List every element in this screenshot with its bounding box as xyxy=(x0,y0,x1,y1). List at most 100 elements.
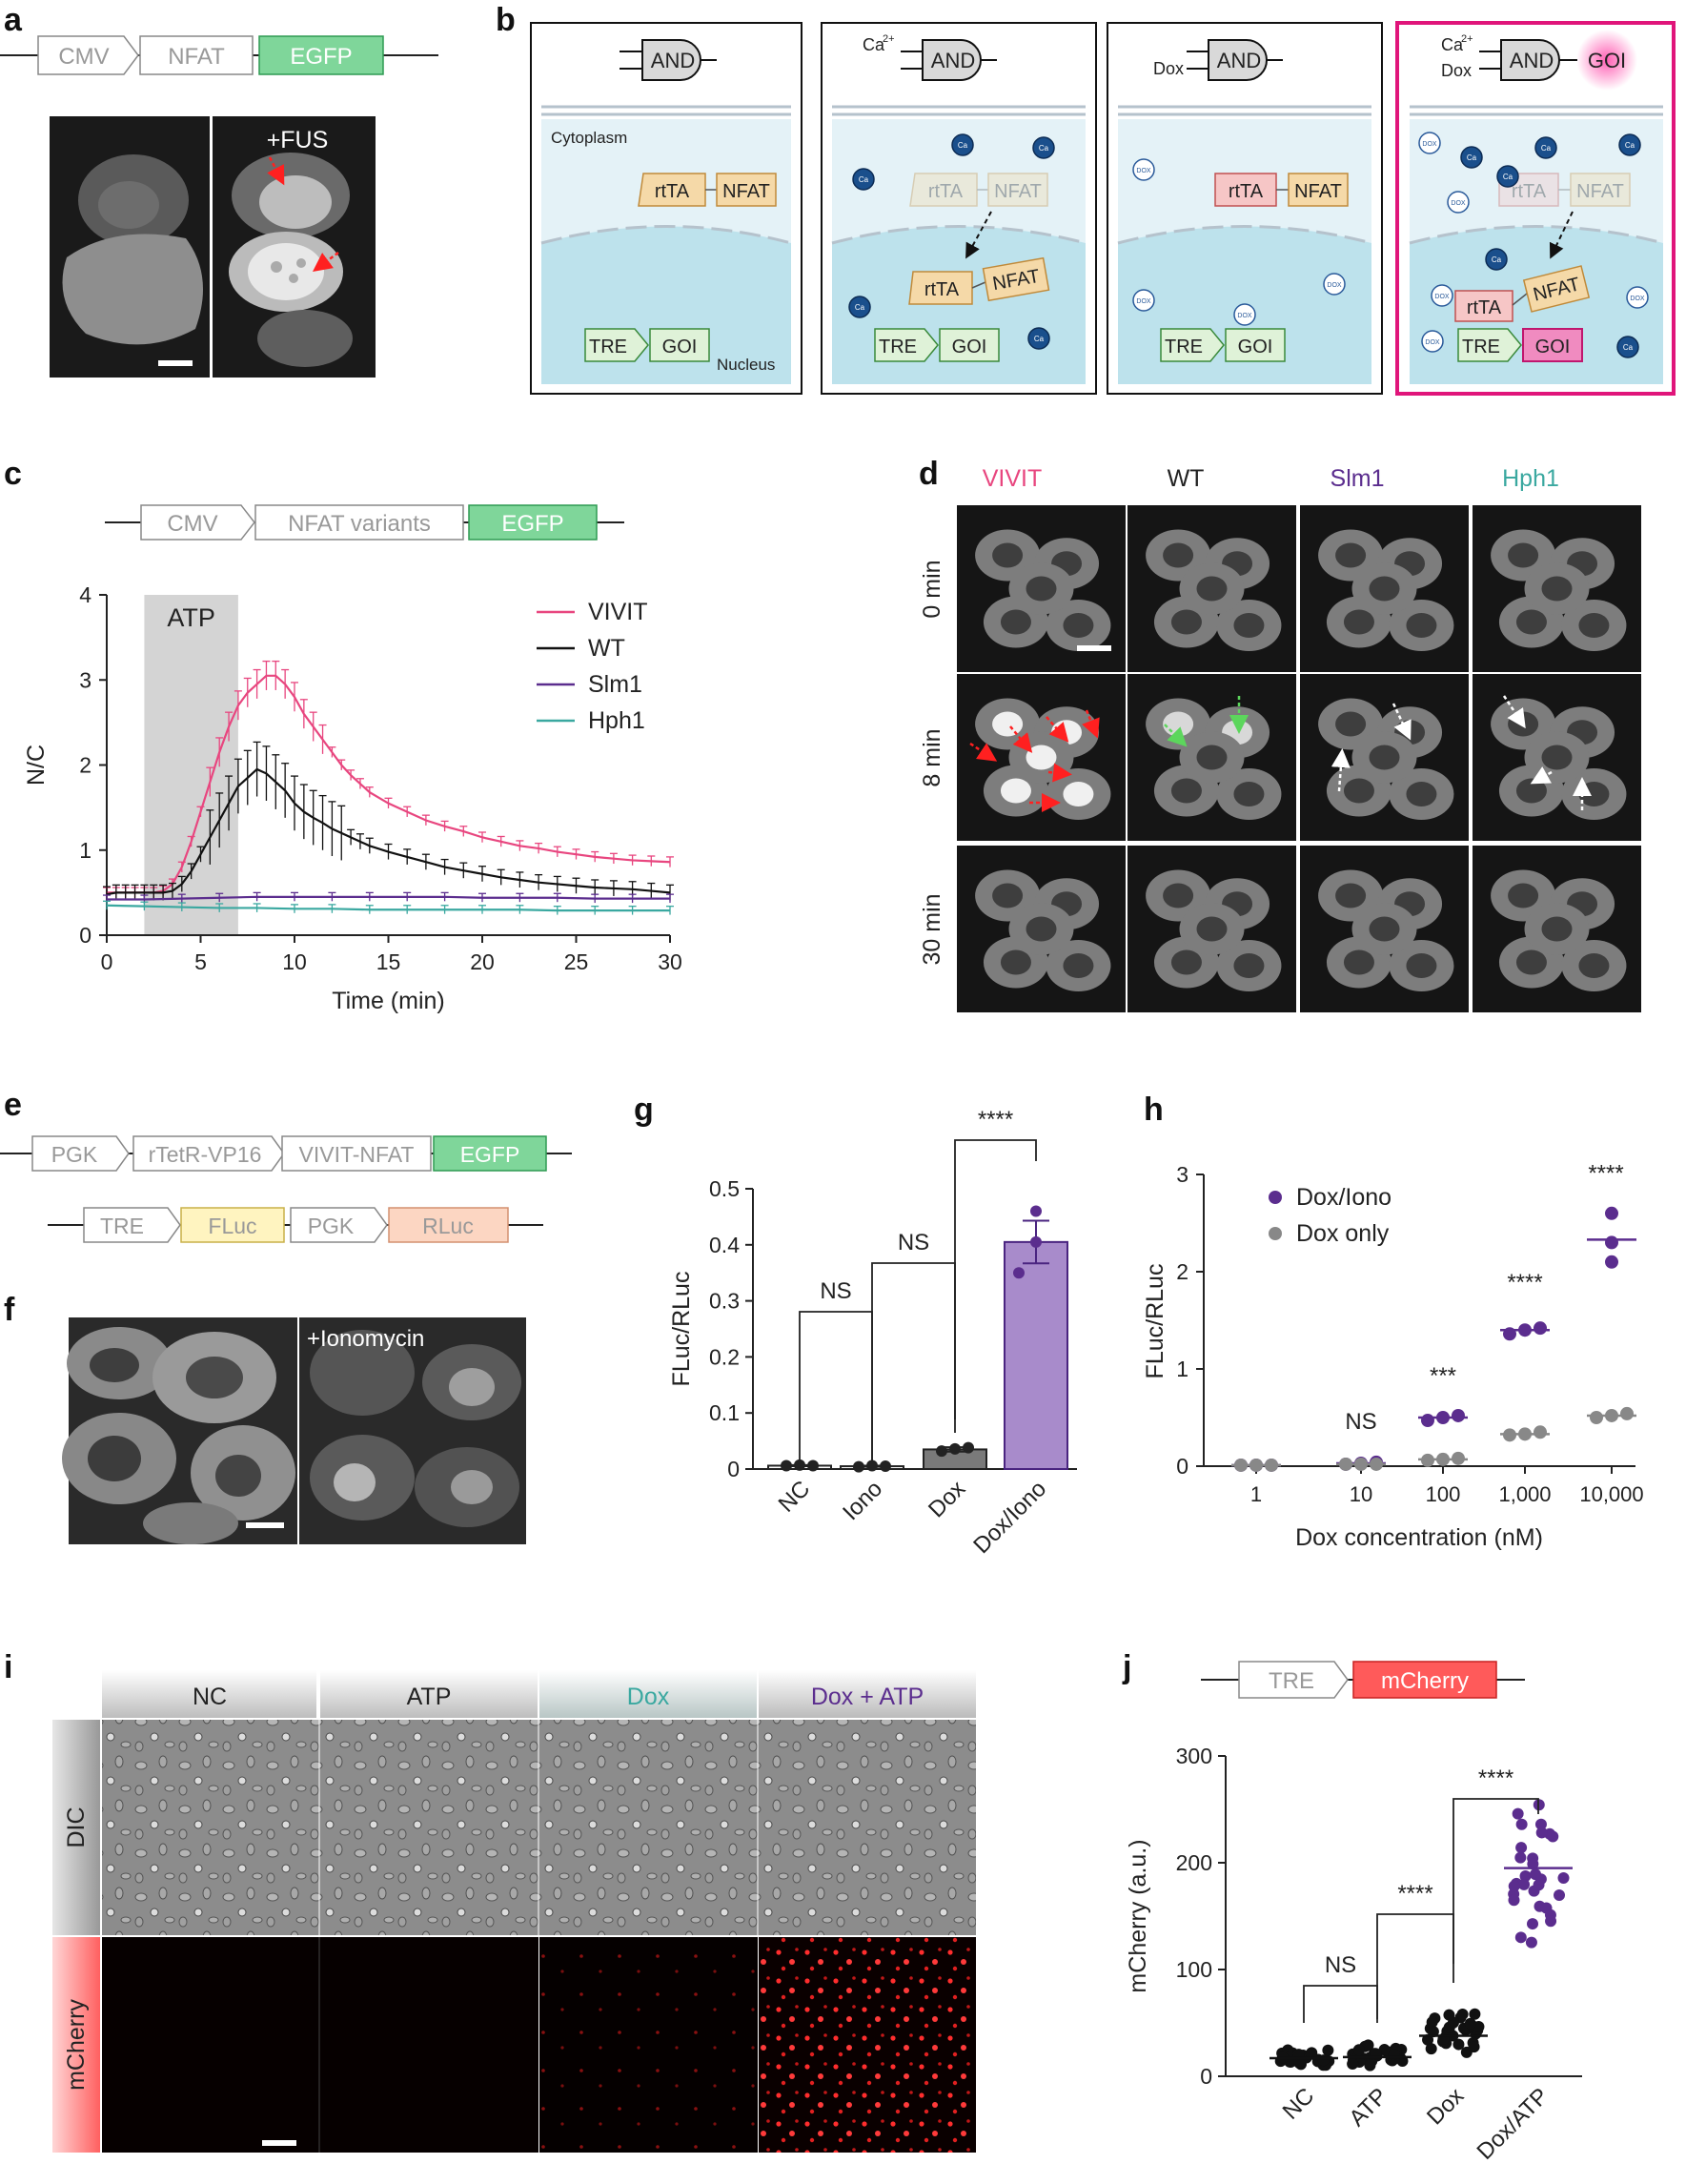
i-row-dic: DIC xyxy=(63,1806,90,1847)
svg-text:mCherry: mCherry xyxy=(1381,1668,1469,1694)
j-point-3-27 xyxy=(1512,1807,1524,1820)
h-point-0-4-2 xyxy=(1605,1206,1618,1220)
dox-molecule-label-5: DOX xyxy=(1451,200,1466,207)
svg-text:TRE: TRE xyxy=(1269,1668,1314,1694)
h-point-0-4-0 xyxy=(1605,1255,1618,1269)
construct-a-nfat: NFAT xyxy=(168,44,225,70)
atp-stim-shade xyxy=(144,595,238,935)
svg-text:AND: AND xyxy=(931,49,975,72)
d-nucleus-1-0-3 xyxy=(1063,782,1094,806)
svg-text:RLuc: RLuc xyxy=(422,1214,474,1238)
d-nucleus-2-3-0 xyxy=(1508,883,1539,908)
dox-molecule-6 xyxy=(1421,330,1444,353)
cmv-promoter-box xyxy=(37,35,139,75)
j-sig-bracket-1 xyxy=(1376,1913,1454,2019)
h-point-0-4-1 xyxy=(1605,1235,1618,1250)
dox-molecule-8 xyxy=(1626,286,1649,309)
j-sig-label-2: **** xyxy=(1478,1766,1513,1791)
j-point-1-15 xyxy=(1364,2059,1376,2072)
calcium-ion-label-6: Ca xyxy=(1541,144,1552,153)
h-point-0-2-2 xyxy=(1452,1408,1465,1422)
j-ytick-label-3: 300 xyxy=(1176,1744,1212,1768)
d-nucleus-1-0-4 xyxy=(1026,745,1057,770)
and-gate-3: AND Dox xyxy=(1153,39,1283,81)
j-point-3-9 xyxy=(1515,1842,1528,1854)
j-point-1-28 xyxy=(1388,2049,1400,2061)
d-col-vivit: VIVIT xyxy=(983,465,1043,492)
svg-text:GOI: GOI xyxy=(1238,337,1273,357)
d-nucleus-1-1-2 xyxy=(1170,778,1202,804)
svg-text:TRE: TRE xyxy=(879,337,917,357)
j-cat-label-2: Dox xyxy=(1422,2083,1469,2130)
j-point-2-27 xyxy=(1469,2008,1481,2020)
g-point-1-2 xyxy=(880,1460,891,1473)
svg-text:NFAT: NFAT xyxy=(994,181,1042,202)
svg-text:2+: 2+ xyxy=(1461,33,1473,45)
g-ytick-label-1: 0.1 xyxy=(709,1400,740,1425)
d-nucleus-2-3-2 xyxy=(1515,949,1547,975)
i-col-nc: NC xyxy=(193,1684,227,1710)
svg-text:rTetR-VP16: rTetR-VP16 xyxy=(149,1142,262,1167)
h-sig-label-2: *** xyxy=(1430,1363,1456,1389)
j-point-3-8 xyxy=(1514,1851,1527,1864)
d-nucleus-1-1-4 xyxy=(1196,745,1228,770)
c-xtick-label-4: 20 xyxy=(470,949,495,974)
svg-text:GOI: GOI xyxy=(662,337,698,357)
egfp-box xyxy=(258,35,384,75)
j-point-2-5 xyxy=(1422,2033,1434,2046)
atp-stim-label: ATP xyxy=(167,603,215,632)
j-point-3-17 xyxy=(1527,1858,1539,1870)
svg-text:GOI: GOI xyxy=(1535,337,1571,357)
h-sig-label-4: **** xyxy=(1588,1160,1623,1186)
d-red-arrow-1 xyxy=(1009,725,1033,753)
h-xtick-label-0: 1 xyxy=(1250,1482,1262,1506)
d-nucleus-1-2-0 xyxy=(1335,711,1367,737)
j-cat-label-1: ATP xyxy=(1344,2083,1392,2132)
panel-letter-b: b xyxy=(496,2,516,38)
fus-micrograph: +FUS xyxy=(50,116,376,378)
d-nucleus-1-2-2 xyxy=(1343,778,1374,804)
g-point-3-2 xyxy=(1030,1235,1042,1248)
j-point-3-24 xyxy=(1508,1894,1520,1907)
d-nucleus-0-3-0 xyxy=(1508,542,1539,568)
panel-letter-a: a xyxy=(4,2,23,38)
dox-molecule-5 xyxy=(1447,191,1470,214)
h-point-1-3-2 xyxy=(1534,1425,1547,1439)
d-nucleus-2-2-0 xyxy=(1335,883,1367,908)
d-nucleus-0-2-2 xyxy=(1343,609,1374,635)
calcium-ion-label-1: Ca xyxy=(958,141,968,150)
cytoplasm-label: Cytoplasm xyxy=(551,129,627,147)
calcium-ion-label-3: Ca xyxy=(855,303,865,312)
tre-goi-1: TRE GOI xyxy=(584,328,710,362)
g-point-2-1 xyxy=(949,1442,961,1455)
d-col-wt: WT xyxy=(1168,465,1205,492)
calcium-ion-label-8: Ca xyxy=(1503,173,1513,181)
svg-text:TRE: TRE xyxy=(100,1214,144,1238)
g-cat-label-3: Dox/Iono xyxy=(968,1476,1051,1559)
j-ytick-label-2: 200 xyxy=(1176,1850,1212,1875)
h-xtick-label-3: 1,000 xyxy=(1498,1482,1551,1506)
j-cat-label-3: Dox/ATP xyxy=(1473,2083,1554,2165)
d-nucleus-1-3-2 xyxy=(1515,778,1547,804)
d-nucleus-1-2-4 xyxy=(1369,745,1400,770)
dox-molecule-label-3: DOX xyxy=(1237,313,1252,319)
svg-text:FLuc: FLuc xyxy=(208,1214,256,1238)
h-point-1-2-2 xyxy=(1452,1451,1465,1465)
h-point-1-2-0 xyxy=(1421,1453,1434,1467)
j-sig-label-1: **** xyxy=(1397,1881,1432,1907)
panel-letter-i: i xyxy=(4,1649,12,1685)
svg-text:Dox: Dox xyxy=(1441,61,1472,80)
j-ytick-label-1: 100 xyxy=(1176,1957,1212,1982)
c-xtick-label-2: 10 xyxy=(282,949,307,974)
g-point-2-0 xyxy=(936,1445,947,1458)
ionomycin-label: +Ionomycin xyxy=(307,1326,424,1352)
c-legend-label-Hph1: Hph1 xyxy=(588,707,645,734)
calcium-ion-label-9: Ca xyxy=(1492,255,1502,264)
d-nucleus-2-0-3 xyxy=(1063,953,1094,978)
svg-text:NFAT variants: NFAT variants xyxy=(288,511,431,537)
svg-text:EGFP: EGFP xyxy=(460,1142,520,1167)
g-ytick-label-5: 0.5 xyxy=(709,1176,740,1201)
dox-molecule-3 xyxy=(1233,303,1256,326)
h-point-1-4-1 xyxy=(1605,1408,1618,1422)
scale-bar xyxy=(158,360,193,366)
